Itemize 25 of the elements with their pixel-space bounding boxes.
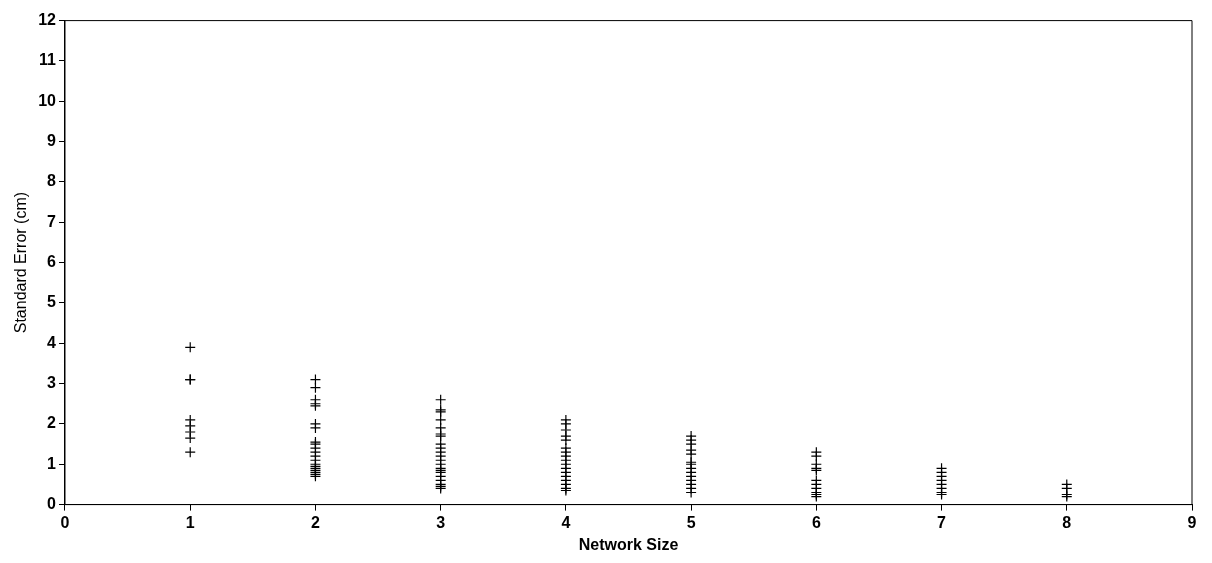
y-tick-label: 12 <box>38 11 57 29</box>
y-tick-label: 2 <box>47 414 57 432</box>
x-tick-label: 9 <box>1187 513 1197 531</box>
y-tick-label: 9 <box>47 132 57 150</box>
x-tick-label: 4 <box>561 513 571 531</box>
x-axis-title: Network Size <box>578 535 679 553</box>
x-tick-label: 5 <box>686 513 696 531</box>
y-tick-label: 6 <box>47 253 57 271</box>
y-axis-title: Standard Error (cm) <box>12 191 30 334</box>
y-tick-label: 8 <box>47 172 57 190</box>
y-tick-label: 5 <box>47 293 57 311</box>
y-tick-label: 3 <box>47 374 57 392</box>
x-tick-label: 0 <box>60 513 70 531</box>
x-tick-label: 6 <box>811 513 821 531</box>
y-tick-label: 11 <box>39 51 57 69</box>
x-tick-label: 3 <box>436 513 446 531</box>
y-tick-label: 7 <box>47 212 57 230</box>
y-tick-label: 4 <box>47 333 57 351</box>
y-tick-label: 0 <box>47 495 57 513</box>
x-tick-label: 7 <box>937 513 947 531</box>
x-tick-label: 2 <box>310 513 320 531</box>
y-tick-label: 10 <box>38 91 57 109</box>
x-tick-label: 1 <box>185 513 195 531</box>
y-tick-label: 1 <box>47 454 57 472</box>
x-tick-label: 8 <box>1062 513 1072 531</box>
